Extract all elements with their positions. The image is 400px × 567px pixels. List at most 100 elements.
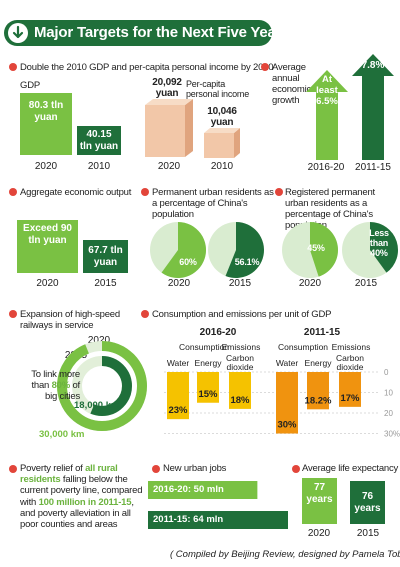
bullet-dot-icon bbox=[141, 188, 149, 196]
bullet-dot-icon bbox=[292, 465, 300, 473]
urban-slice-2020 bbox=[161, 222, 206, 278]
gdp-bar-2010: 40.15 tln yuan bbox=[77, 126, 121, 155]
emissions-cat-a-1: Energy bbox=[195, 358, 223, 368]
jobs-bar-a-label: 2016-20: 50 mln bbox=[153, 484, 224, 495]
urban-year-2020: 2020 bbox=[167, 278, 191, 289]
emissions-bar-2011-15-0-label: 30% bbox=[277, 420, 297, 431]
urban-pie-chart bbox=[150, 222, 264, 278]
bullet-dot-icon bbox=[141, 310, 149, 318]
rail-title: Expansion of high-speed railways in serv… bbox=[20, 309, 120, 331]
life-bar-2020: 77 years bbox=[302, 478, 337, 524]
rail-ring-2015 bbox=[72, 356, 132, 416]
growth-arrow-2011-15 bbox=[352, 54, 394, 160]
emissions-header-a: Emissions bbox=[222, 342, 261, 352]
bullet-dot-icon bbox=[9, 63, 17, 71]
registered-year-2015: 2015 bbox=[354, 278, 378, 289]
rail-year-2020: 2020 bbox=[87, 335, 111, 346]
bullet-dot-icon bbox=[9, 310, 17, 318]
growth-arrow-2016-20 bbox=[306, 70, 348, 160]
jobs-title: New urban jobs bbox=[163, 463, 227, 474]
life-2020-value: 77 years bbox=[306, 482, 333, 505]
output-bar-2020: Exceed 90 tln yuan bbox=[17, 220, 78, 273]
bullet-dot-icon bbox=[9, 465, 17, 473]
emissions-group-b: 2011-15 bbox=[303, 327, 341, 338]
emissions-header-b: Emissions bbox=[332, 342, 371, 352]
urban-title: Permanent urban residents as a percentag… bbox=[152, 187, 274, 220]
output-year-2020: 2020 bbox=[36, 278, 59, 289]
emissions-bar-2016-20-0 bbox=[167, 372, 189, 420]
jobs-bar-chart bbox=[148, 481, 288, 529]
emissions-cat-b-0: Water bbox=[276, 358, 299, 368]
emissions-title: Consumption and emissions per unit of GD… bbox=[152, 309, 332, 320]
emissions-bar-2016-20-2 bbox=[229, 372, 251, 409]
rail-ring-chart bbox=[57, 341, 147, 431]
gdp-2020-value: 80.3 tln yuan bbox=[28, 100, 64, 123]
registered-2020-label: 45% bbox=[307, 243, 325, 253]
emissions-bar-2011-15-1-label: 18.2% bbox=[305, 395, 332, 406]
bullet-dot-icon bbox=[275, 188, 283, 196]
emissions-bar-2011-15-2 bbox=[339, 372, 361, 407]
emissions-bar-2011-15-2-label: 17% bbox=[340, 393, 360, 404]
consumption-header-a: Consumption bbox=[179, 342, 229, 352]
emissions-tick-label: 30% bbox=[384, 430, 400, 439]
life-year-2020: 2020 bbox=[307, 528, 331, 539]
poverty-text: Poverty relief of all rural residents fa… bbox=[20, 463, 143, 531]
registered-slice-2015 bbox=[370, 222, 399, 273]
registered-slice-2020 bbox=[310, 222, 338, 277]
urban-slice-2015 bbox=[225, 222, 264, 278]
jobs-bar-2016-20 bbox=[148, 481, 258, 499]
emissions-tick-label: 20 bbox=[384, 409, 393, 418]
emissions-bar-2016-20-1-label: 15% bbox=[198, 389, 218, 400]
income-box-2020 bbox=[145, 99, 193, 157]
income-year-2020: 2020 bbox=[157, 161, 181, 172]
jobs-bar-2011-15 bbox=[148, 511, 288, 529]
registered-year-2020: 2020 bbox=[298, 278, 322, 289]
emissions-cat-b-2-2: dioxide bbox=[337, 362, 364, 372]
output-year-2015: 2015 bbox=[94, 278, 117, 289]
output-bar-2015: 67.7 tln yuan bbox=[83, 240, 128, 273]
output-2015-value: 67.7 tln yuan bbox=[88, 244, 123, 268]
growth-2016-20-value: At least 6.5% bbox=[316, 74, 338, 107]
gdp-label: GDP bbox=[20, 80, 40, 91]
bullet-dot-icon bbox=[9, 188, 17, 196]
emissions-tick-label: 10 bbox=[384, 389, 393, 398]
gdp-2010-value: 40.15 tln yuan bbox=[79, 128, 119, 152]
gdp-year-2010: 2010 bbox=[87, 161, 111, 172]
growth-period-a: 2016-20 bbox=[307, 162, 345, 173]
rail-ring-2020 bbox=[57, 341, 147, 431]
bullet-dot-icon bbox=[261, 63, 269, 71]
jobs-bar-b-label: 2011-15: 64 mln bbox=[153, 514, 224, 525]
title-banner bbox=[4, 20, 272, 46]
life-title: Average life expectancy bbox=[302, 463, 399, 474]
emissions-bar-2011-15-1 bbox=[307, 372, 329, 410]
emissions-cat-a-2-2: dioxide bbox=[227, 362, 254, 372]
gdp-section-title: Double the 2010 GDP and per-capita perso… bbox=[20, 62, 274, 73]
life-year-2015: 2015 bbox=[356, 528, 380, 539]
emissions-cat-b-1: Energy bbox=[305, 358, 333, 368]
rail-2020-value: 30,000 km bbox=[39, 429, 85, 440]
emissions-bar-2016-20-1 bbox=[197, 372, 219, 403]
income-2020-value: 20,092 yuan bbox=[152, 77, 182, 99]
bullet-dot-icon bbox=[152, 465, 160, 473]
emissions-tick-label: 0 bbox=[384, 368, 389, 377]
income-box-2010 bbox=[204, 128, 240, 158]
urban-year-2015: 2015 bbox=[228, 278, 252, 289]
life-2015-value: 76 years bbox=[354, 490, 381, 514]
output-title: Aggregate economic output bbox=[20, 187, 132, 198]
gdp-bar-2020: 80.3 tln yuan bbox=[20, 93, 72, 155]
consumption-header-b: Consumption bbox=[278, 342, 328, 352]
rail-note: To link more than 80% of big cities bbox=[31, 369, 80, 402]
rail-ring-center bbox=[86, 370, 118, 402]
footer-credit: ( Compiled by Beijing Review, designed b… bbox=[170, 549, 400, 560]
rail-2015-value: 18,000 km bbox=[74, 400, 120, 411]
registered-2015-label: Less than 40% bbox=[369, 228, 389, 258]
emissions-cat-b-2-1: Carbon bbox=[336, 353, 364, 363]
emissions-bar-2016-20-0-label: 23% bbox=[168, 405, 188, 416]
life-bar-2015: 76 years bbox=[350, 481, 385, 524]
growth-period-b: 2011-15 bbox=[355, 162, 391, 173]
income-label: Per-capita personal income bbox=[186, 79, 250, 99]
urban-2020-label: 60% bbox=[179, 257, 197, 267]
urban-2015-label: 56.1% bbox=[234, 257, 260, 267]
emissions-cat-a-0: Water bbox=[167, 358, 190, 368]
